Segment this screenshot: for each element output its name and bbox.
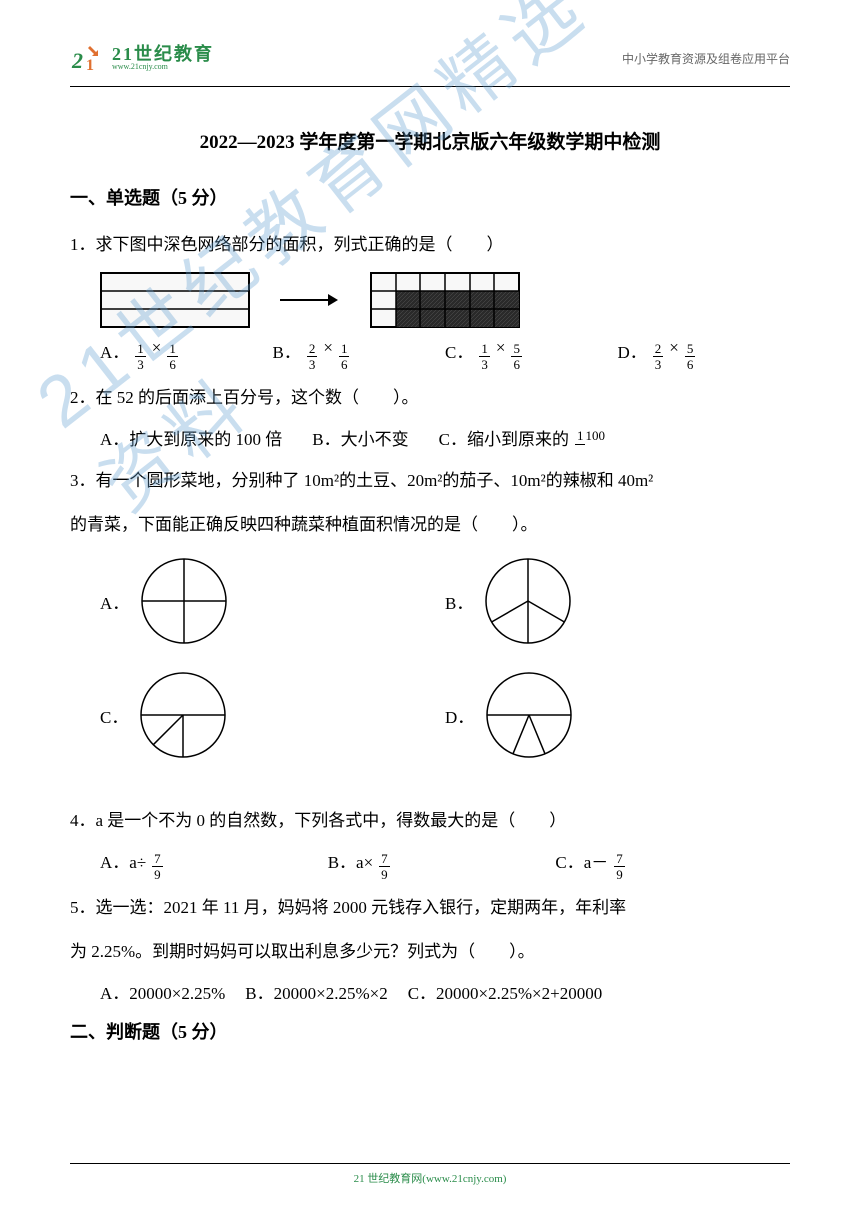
q3-options: A． B． C． D． <box>70 556 790 784</box>
q2-options: A．扩大到原来的 100 倍 B．大小不变 C．缩小到原来的1100 <box>70 425 790 450</box>
q1-figure <box>100 272 790 328</box>
q3-pie-a <box>139 556 229 646</box>
section-1-header: 一、单选题（5 分） <box>70 184 790 210</box>
q1-options: A．13 × 16 B．23 × 16 C．13 × 56 D．23 × 56 <box>70 338 790 367</box>
q2-opt-c: C．缩小到原来的1100 <box>439 425 607 450</box>
q4-opt-c: C．a－ 79 <box>555 848 783 877</box>
q4-opt-b: B．a× 79 <box>328 848 556 877</box>
q4-options: A．a÷ 79 B．a× 79 C．a－ 79 <box>70 848 790 877</box>
page-title: 2022—2023 学年度第一学期北京版六年级数学期中检测 <box>70 127 790 154</box>
q1-right-grid <box>370 272 520 328</box>
q3-opt-c: C． <box>100 670 445 760</box>
q2-text: 2．在 52 的后面添上百分号，这个数（ ）。 <box>70 381 790 415</box>
q5-opt-a: A．20000×2.25% <box>100 979 225 1004</box>
section-2-header: 二、判断题（5 分） <box>70 1018 790 1044</box>
q3-opt-d: D． <box>445 670 790 760</box>
header-divider <box>70 86 790 87</box>
logo-title: 21世纪教育 <box>112 45 214 63</box>
logo: 2 1 21世纪教育 www.21cnjy.com <box>70 40 214 76</box>
svg-text:2: 2 <box>71 48 83 73</box>
watermark: 21世纪教育网精选资料 <box>11 0 708 530</box>
q2-opt-a: A．扩大到原来的 100 倍 <box>100 425 282 450</box>
q3-opt-b: B． <box>445 556 790 646</box>
svg-text:1: 1 <box>86 57 94 74</box>
header-right-text: 中小学教育资源及组卷应用平台 <box>622 50 790 67</box>
q5-opt-b: B．20000×2.25%×2 <box>245 979 387 1004</box>
q1-text: 1．求下图中深色网络部分的面积，列式正确的是（ ） <box>70 228 790 262</box>
q3-pie-d <box>484 670 574 760</box>
q1-left-grid <box>100 272 250 328</box>
page-header: 2 1 21世纪教育 www.21cnjy.com 中小学教育资源及组卷应用平台 <box>70 40 790 76</box>
q4-text: 4．a 是一个不为 0 的自然数，下列各式中，得数最大的是（ ） <box>70 804 790 838</box>
q1-opt-a: A．13 × 16 <box>100 338 273 367</box>
q3-text-l2: 的青菜，下面能正确反映四种蔬菜种植面积情况的是（ ）。 <box>70 508 790 542</box>
q1-opt-d: D．23 × 56 <box>618 338 791 367</box>
arrow-icon <box>280 290 340 310</box>
q3-pie-c <box>138 670 228 760</box>
q5-text-l2: 为 2.25%。到期时妈妈可以取出利息多少元？列式为（ ）。 <box>70 935 790 969</box>
logo-icon: 2 1 <box>70 40 106 76</box>
q1-opt-c: C．13 × 56 <box>445 338 618 367</box>
logo-text: 21世纪教育 www.21cnjy.com <box>112 45 214 71</box>
q2-opt-b: B．大小不变 <box>312 425 408 450</box>
q5-opt-c: C．20000×2.25%×2+20000 <box>408 979 603 1004</box>
footer-divider <box>70 1163 790 1164</box>
q4-opt-a: A．a÷ 79 <box>100 848 328 877</box>
q5-text-l1: 5．选一选：2021 年 11 月，妈妈将 2000 元钱存入银行，定期两年，年… <box>70 891 790 925</box>
q3-opt-a: A． <box>100 556 445 646</box>
q5-options: A．20000×2.25% B．20000×2.25%×2 C．20000×2.… <box>70 979 790 1004</box>
q1-opt-b: B．23 × 16 <box>273 338 446 367</box>
q3-pie-b <box>483 556 573 646</box>
footer-text: 21 世纪教育网(www.21cnjy.com) <box>0 1170 860 1186</box>
q3-text-l1: 3．有一个圆形菜地，分别种了 10m²的土豆、20m²的茄子、10m²的辣椒和 … <box>70 464 790 498</box>
logo-url: www.21cnjy.com <box>112 63 214 71</box>
page-footer: 21 世纪教育网(www.21cnjy.com) <box>0 1163 860 1186</box>
